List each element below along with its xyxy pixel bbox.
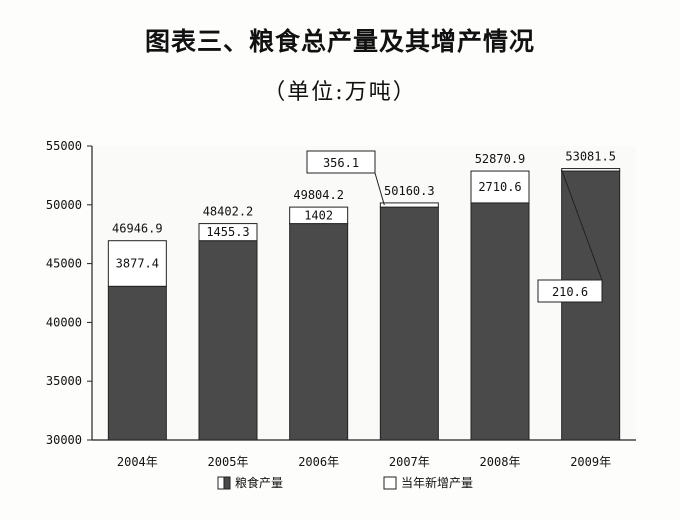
bar-grain-output	[289, 223, 349, 441]
increase-callout-box	[537, 279, 603, 303]
increase-label: 2710.6	[478, 180, 521, 194]
y-tick-label: 40000	[46, 315, 82, 329]
bar-grain-output	[470, 202, 530, 441]
increase-callout-leader	[561, 169, 603, 281]
increase-callout-leader	[374, 172, 385, 206]
x-tick-label: 2005年	[208, 455, 249, 469]
total-label: 46946.9	[112, 222, 163, 236]
x-tick-label: 2009年	[570, 455, 611, 469]
total-label: 52870.9	[475, 152, 526, 166]
increase-label: 1455.3	[206, 225, 249, 239]
bar-new-increase	[379, 202, 439, 208]
bar-grain-output	[198, 240, 258, 441]
y-tick-label: 50000	[46, 198, 82, 212]
x-tick-label: 2006年	[298, 455, 339, 469]
y-tick-label: 30000	[46, 433, 82, 447]
y-tick-label: 35000	[46, 374, 82, 388]
increase-label: 1402	[304, 208, 333, 222]
chart-title: 图表三、粮食总产量及其增产情况	[144, 27, 535, 56]
x-tick-label: 2004年	[117, 455, 158, 469]
legend-label-new-increase: 当年新增产量	[401, 475, 473, 490]
chart-subtitle: （单位:万吨）	[263, 80, 417, 105]
total-label: 49804.2	[293, 188, 344, 202]
bar-new-increase	[289, 206, 349, 225]
bar-new-increase	[561, 168, 621, 172]
y-tick-label: 45000	[46, 257, 82, 271]
bar-grain-output	[379, 206, 439, 441]
legend-label-grain-output: 粮食产量	[235, 475, 283, 490]
bar-new-increase	[107, 240, 167, 287]
legend-swatch-grain-output-fill	[223, 476, 231, 490]
bar-grain-output	[107, 285, 167, 441]
bar-new-increase	[470, 170, 530, 204]
x-tick-label: 2007年	[389, 455, 430, 469]
increase-label: 3877.4	[116, 257, 159, 271]
y-tick-label: 55000	[46, 139, 82, 153]
increase-label: 356.1	[323, 156, 359, 170]
total-label: 50160.3	[384, 184, 435, 198]
legend-swatch-new-increase	[383, 476, 397, 490]
x-tick-label: 2008年	[480, 455, 521, 469]
increase-callout-box	[306, 150, 376, 174]
total-label: 53081.5	[565, 150, 616, 164]
increase-label: 210.6	[552, 285, 588, 299]
bar-new-increase	[198, 223, 258, 242]
total-label: 48402.2	[203, 205, 254, 219]
bar-grain-output	[561, 170, 621, 441]
